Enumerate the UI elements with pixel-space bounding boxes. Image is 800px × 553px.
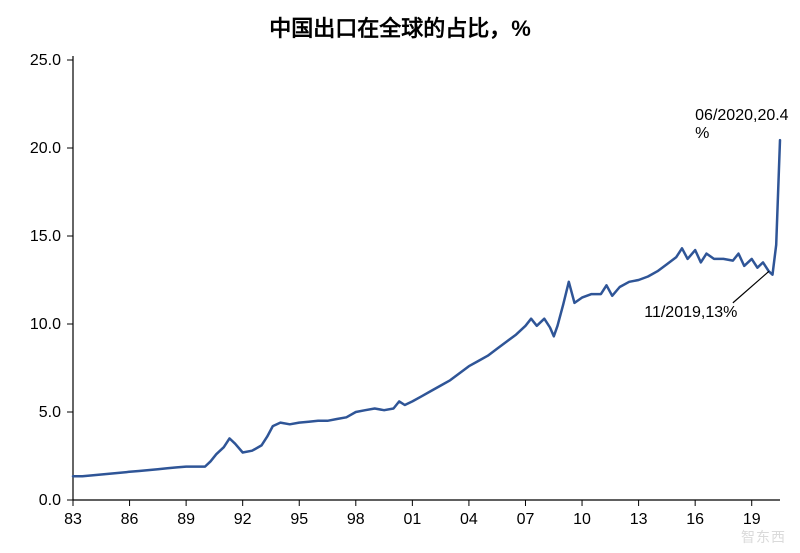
- x-tick-label: 07: [517, 511, 535, 528]
- x-tick-label: 95: [290, 511, 308, 528]
- x-tick-label: 13: [630, 511, 648, 528]
- chart-svg: 中国出口在全球的占比，% 0.0 5.0 10.0 15.0 20.0 25.0 83 86 89…: [0, 0, 800, 553]
- y-tick-label: 25.0: [30, 52, 61, 69]
- x-tick-label: 10: [573, 511, 591, 528]
- y-tick-label: 0.0: [39, 492, 61, 509]
- annotation-a2: 11/2019,13%: [644, 304, 737, 321]
- annotation-a1: %: [695, 125, 709, 142]
- y-tick-label: 15.0: [30, 228, 61, 245]
- x-tick-label: 01: [403, 511, 421, 528]
- x-tick-label: 89: [177, 511, 195, 528]
- y-tick-label: 10.0: [30, 316, 61, 333]
- x-tick-label: 19: [743, 511, 761, 528]
- y-tick-label: 5.0: [39, 404, 61, 421]
- x-tick-label: 83: [64, 511, 82, 528]
- x-tick-label: 04: [460, 511, 478, 528]
- x-tick-label: 92: [234, 511, 252, 528]
- chart-container: 中国出口在全球的占比，% 0.0 5.0 10.0 15.0 20.0 25.0 83 86 89…: [0, 0, 800, 553]
- y-tick-label: 20.0: [30, 140, 61, 157]
- annotation-a1: 06/2020,20.4: [695, 107, 789, 124]
- x-tick-label: 98: [347, 511, 365, 528]
- x-tick-label: 16: [686, 511, 704, 528]
- x-tick-label: 86: [121, 511, 139, 528]
- chart-bg: [0, 0, 800, 553]
- chart-title: 中国出口在全球的占比，%: [269, 16, 531, 41]
